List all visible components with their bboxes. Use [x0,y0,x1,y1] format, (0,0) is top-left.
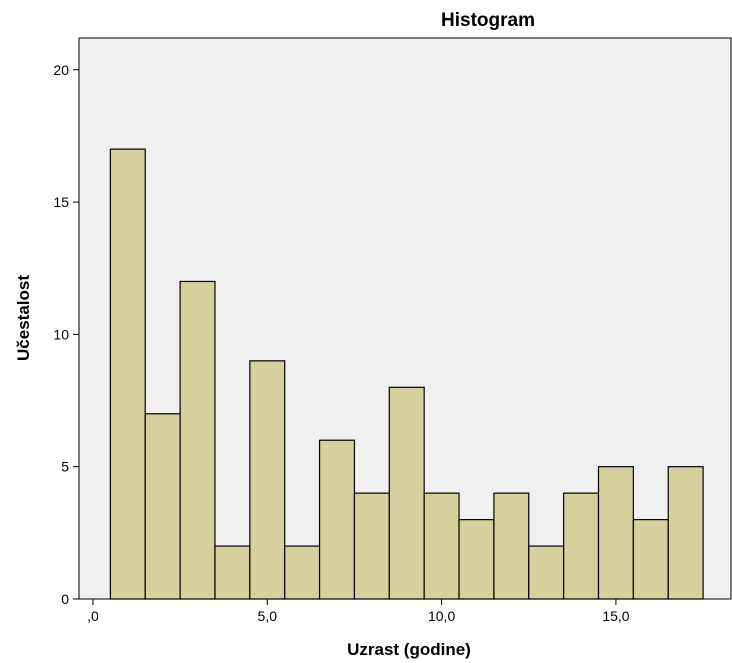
x-tick-label: 10,0 [428,608,455,624]
y-axis-label: Učestalost [14,275,33,361]
histogram-bar-1 [109,148,146,600]
histogram-bar-13 [528,545,565,600]
x-axis-label: Uzrast (godine) [347,640,471,659]
histogram-bar-14 [563,492,600,600]
histogram-bar-17 [667,466,704,600]
y-tick-label: 20 [53,62,69,78]
y-tick-label: 0 [61,591,69,607]
histogram-bar-12 [493,492,530,600]
histogram-bar-6 [284,545,321,600]
histogram-bar-16 [632,519,669,600]
chart-title: Histogram [441,10,535,31]
histogram-bar-2 [144,413,181,600]
y-tick-label: 15 [53,194,69,210]
x-tick-label: ,0 [87,608,99,624]
histogram-bar-11 [458,519,495,600]
histogram-bar-4 [214,545,251,600]
x-tick-label: 15,0 [602,608,629,624]
x-axis: ,0 5,0 10,0 15,0 [87,599,630,624]
histogram-bar-3 [179,280,216,600]
histogram-bar-10 [423,492,460,600]
histogram-bar-5 [249,360,286,600]
y-axis: 0 5 10 15 20 [53,62,79,607]
histogram-bar-7 [318,439,356,600]
x-tick-label: 5,0 [258,608,278,624]
histogram-bar-8 [353,492,390,600]
histogram-bar-15 [597,466,634,600]
bars-group [109,148,704,600]
y-tick-label: 10 [53,326,69,342]
histogram-bar-9 [388,386,425,600]
y-tick-label: 5 [61,459,69,475]
